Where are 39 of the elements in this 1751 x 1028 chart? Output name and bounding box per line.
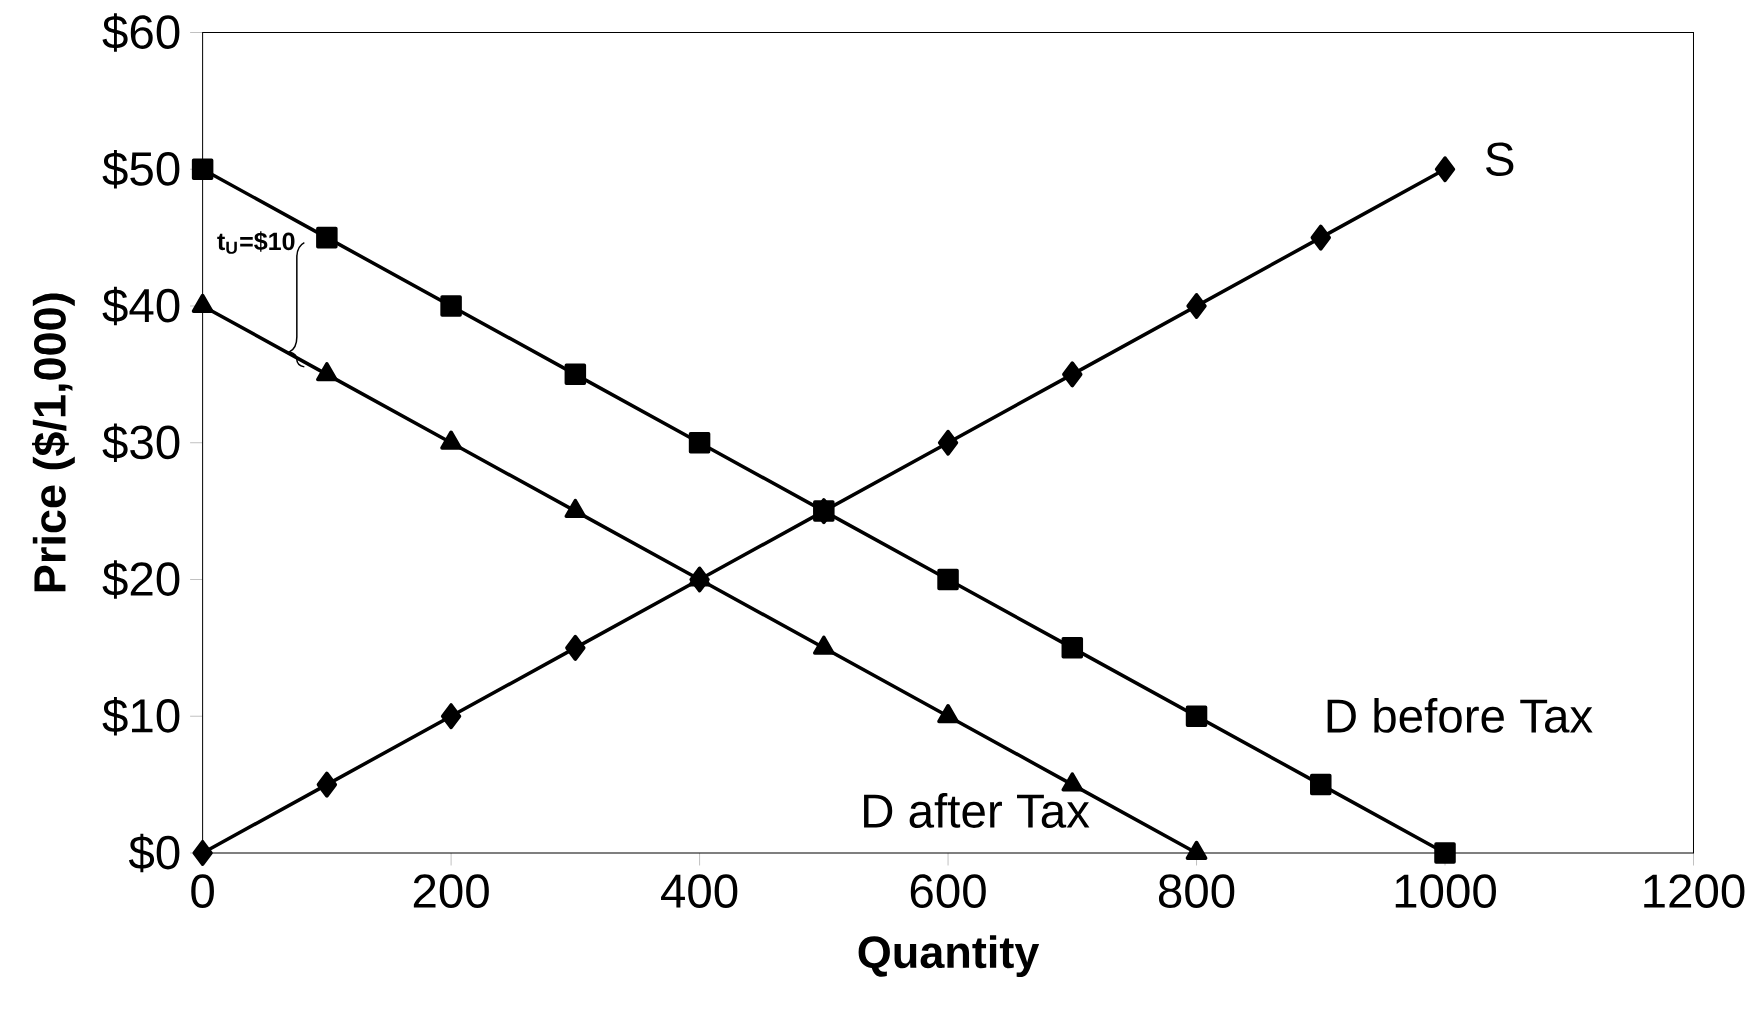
point (1434, 842, 1456, 864)
point (1310, 224, 1331, 251)
point (1062, 361, 1083, 388)
series-label: S (1486, 142, 1514, 177)
y-tick-label: $0 (128, 833, 180, 873)
point (440, 703, 462, 730)
y-tick-label: $60 (102, 13, 180, 52)
annotation: t$_{U}$=$10 (217, 231, 295, 254)
x-tick-label: 1200 (1644, 874, 1745, 908)
point (937, 429, 959, 456)
y-tick-label: $10 (102, 696, 180, 736)
y-tick-label: $40 (102, 286, 180, 326)
y-tick-label: $20 (102, 560, 180, 599)
point (316, 771, 338, 798)
series-label: D after Tax (864, 793, 1090, 828)
point (564, 363, 587, 386)
x-tick-label: 200 (413, 874, 489, 908)
y-axis-title: Price ($/1,000) (32, 293, 75, 592)
point (1061, 637, 1084, 659)
x-tick-label: 400 (661, 874, 738, 908)
point (937, 568, 959, 591)
point (1185, 705, 1208, 727)
x-tick-label: 600 (910, 874, 986, 908)
point (192, 839, 213, 866)
point (688, 431, 711, 454)
point (565, 634, 586, 661)
x-tick-label: 1000 (1395, 874, 1496, 908)
x-axis-title: Quantity (858, 935, 1040, 978)
point (191, 158, 214, 180)
series-label: D before Tax (1327, 697, 1593, 733)
x-tick-label: 800 (1158, 874, 1235, 908)
point (316, 226, 338, 249)
y-tick-label: $50 (102, 150, 180, 189)
y-tick-label: $30 (102, 423, 180, 462)
point (440, 295, 462, 317)
point (1186, 292, 1207, 319)
point (1434, 156, 1456, 183)
x-tick-label: 0 (191, 874, 214, 908)
point (1310, 773, 1332, 796)
